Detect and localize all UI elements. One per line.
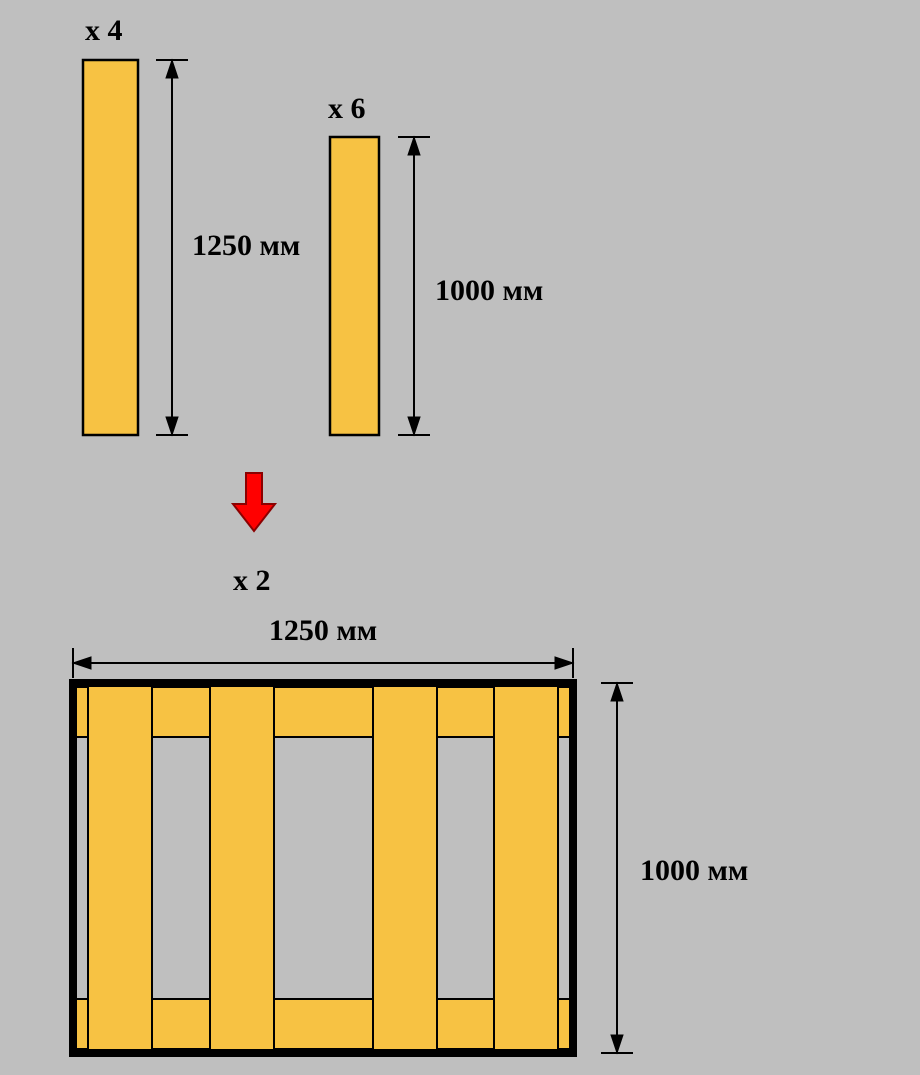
assembly-vertical-3: [373, 683, 437, 1053]
part-long-qty-label: x 4: [85, 14, 123, 47]
part-short-qty-label: x 6: [328, 92, 366, 125]
assembly-vertical-2: [210, 683, 274, 1053]
part-long-dim-label: 1250 мм: [192, 229, 300, 262]
assembly-qty-label: x 2: [233, 564, 271, 597]
assembly-height-label: 1000 мм: [640, 854, 748, 887]
assembly-vertical-1: [88, 683, 152, 1053]
part-short-plank: [330, 137, 379, 435]
assembly-vertical-4: [494, 683, 558, 1053]
assembly-width-label: 1250 мм: [269, 614, 377, 647]
part-short-dim-label: 1000 мм: [435, 274, 543, 307]
diagram-canvas: x 4 1250 мм x 6 1000 мм x 2: [0, 0, 920, 1075]
part-long-plank: [83, 60, 138, 435]
